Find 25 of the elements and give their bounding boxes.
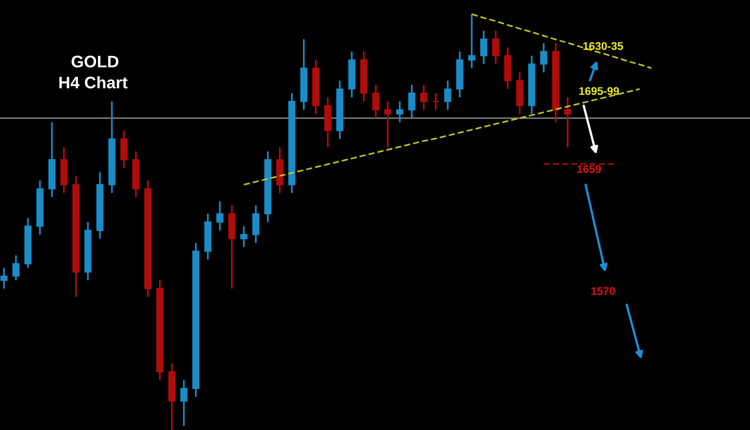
text: H4 Chart <box>59 76 128 88</box>
candlestick <box>444 80 452 111</box>
candlestick <box>0 266 8 290</box>
candlestick <box>480 30 488 65</box>
candlestick <box>120 130 128 169</box>
candlestick <box>564 96 572 148</box>
candlestick <box>408 84 416 119</box>
candlestick <box>180 379 188 427</box>
candlestick <box>240 225 248 248</box>
candlestick <box>252 204 260 244</box>
annotation: 1570 <box>591 287 615 295</box>
candlestick <box>12 254 20 282</box>
candlestick <box>216 200 224 232</box>
annotation: 1630-35 <box>583 42 624 50</box>
annotation: 1695-99 <box>579 87 619 95</box>
candlestick <box>396 100 404 124</box>
candlestick <box>432 92 440 111</box>
text: GOLD <box>72 56 118 68</box>
candlestick <box>468 13 476 70</box>
annotation: 1659 <box>577 165 601 173</box>
candlestick <box>372 84 380 119</box>
candlestick <box>420 84 428 111</box>
candlestick <box>384 100 392 148</box>
candlestick <box>540 42 548 74</box>
candlestick <box>492 30 500 65</box>
